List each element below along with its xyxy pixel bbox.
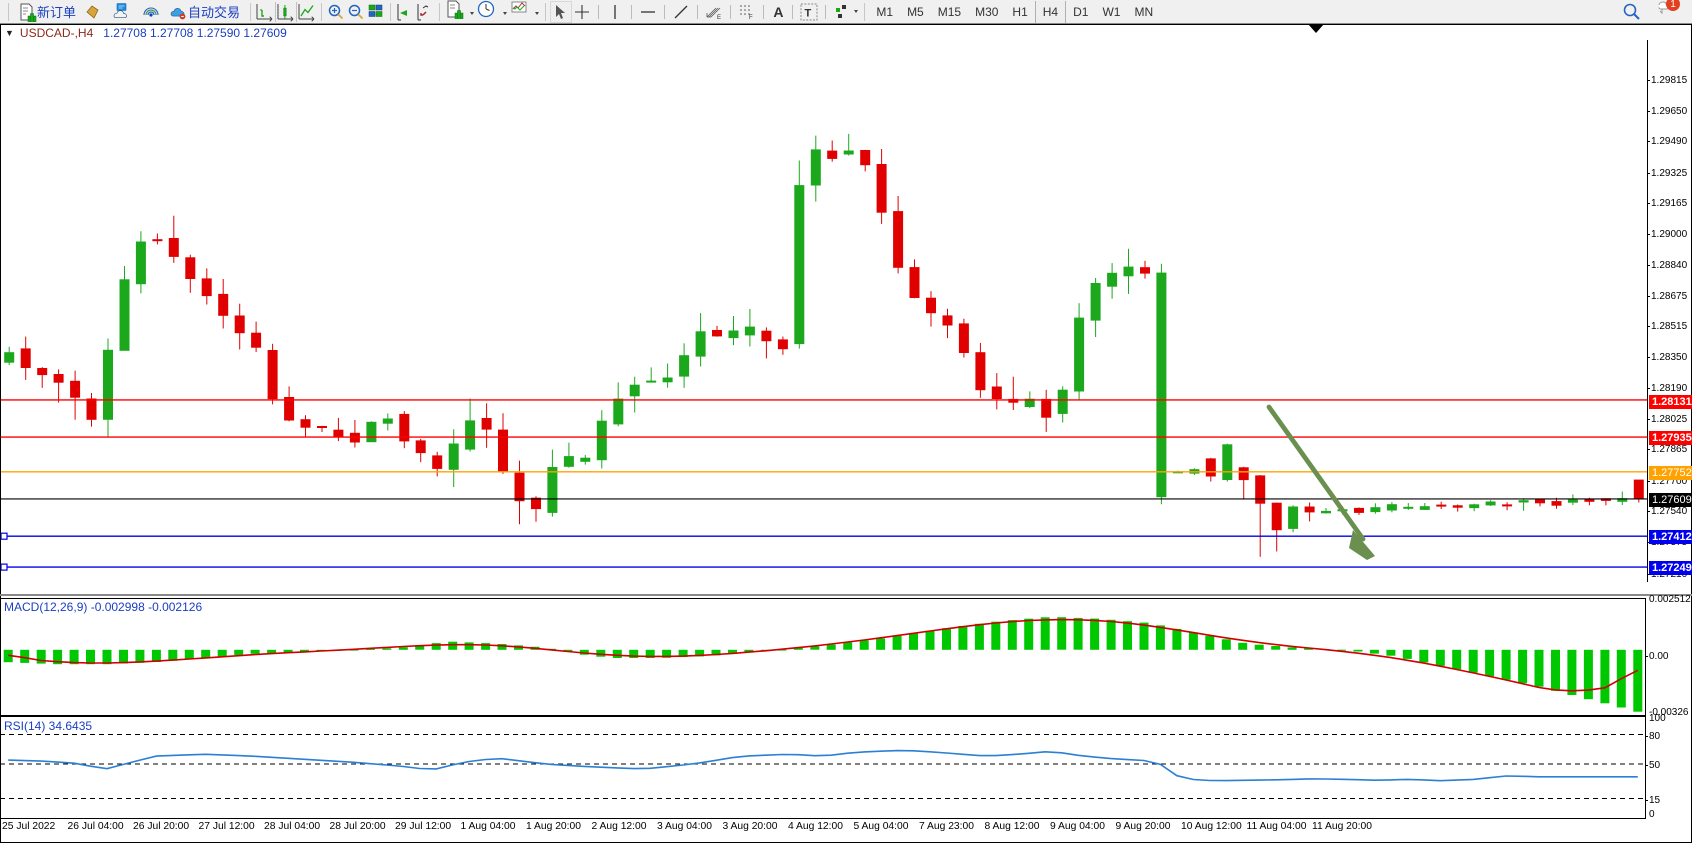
svg-text:F: F bbox=[749, 15, 753, 21]
svg-text:T: T bbox=[805, 7, 812, 19]
svg-text:E: E bbox=[717, 15, 721, 21]
